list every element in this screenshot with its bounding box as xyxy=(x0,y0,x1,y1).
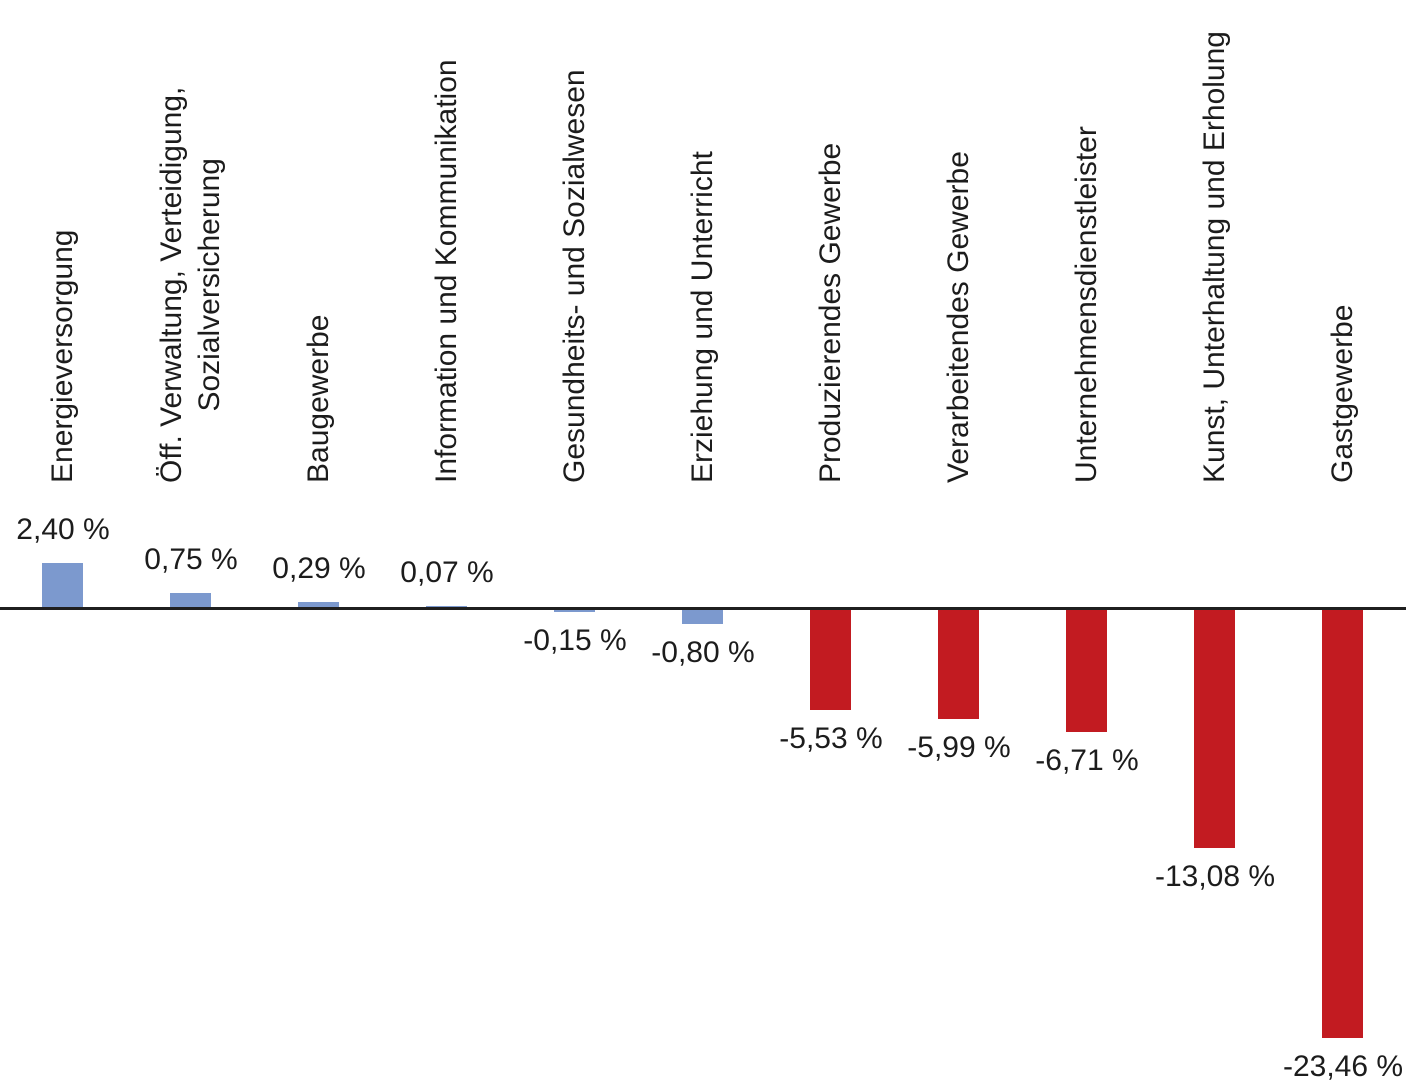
category-label: Erziehung und Unterricht xyxy=(686,151,719,483)
category-label: Öff. Verwaltung, Verteidigung, Sozialver… xyxy=(155,86,226,483)
bar xyxy=(682,607,723,624)
value-label: -0,80 % xyxy=(651,635,755,669)
bar xyxy=(42,563,83,610)
category-label: Produzierendes Gewerbe xyxy=(814,142,847,483)
category-label: Information und Kommunikation xyxy=(430,59,463,483)
value-label: 2,40 % xyxy=(16,513,110,547)
bar xyxy=(1194,607,1235,849)
bar xyxy=(1322,607,1363,1039)
bar xyxy=(298,601,339,610)
bar xyxy=(1066,607,1107,732)
value-label: 0,07 % xyxy=(400,555,494,589)
value-label: -0,15 % xyxy=(523,623,627,657)
bar xyxy=(170,593,211,610)
category-label: Unternehmensdienstleister xyxy=(1070,126,1103,483)
bar xyxy=(938,607,979,719)
category-label: Verarbeitendes Gewerbe xyxy=(942,151,975,483)
value-label: -13,08 % xyxy=(1154,860,1276,894)
value-label: 0,29 % xyxy=(272,551,366,585)
value-label: -23,46 % xyxy=(1282,1050,1404,1084)
value-label: -6,71 % xyxy=(1035,743,1139,777)
category-label: Gesundheits- und Sozialwesen xyxy=(558,69,591,483)
category-label: Baugewerbe xyxy=(302,314,335,483)
value-label: 0,75 % xyxy=(144,543,238,577)
value-label: -5,99 % xyxy=(907,730,1011,764)
category-label: Energieversorgung xyxy=(46,229,79,484)
category-label: Kunst, Unterhaltung und Erholung xyxy=(1198,31,1231,483)
category-label: Gastgewerbe xyxy=(1326,304,1359,483)
bar xyxy=(810,607,851,711)
x-axis-zero-line xyxy=(0,607,1406,610)
value-label: -5,53 % xyxy=(779,722,883,756)
